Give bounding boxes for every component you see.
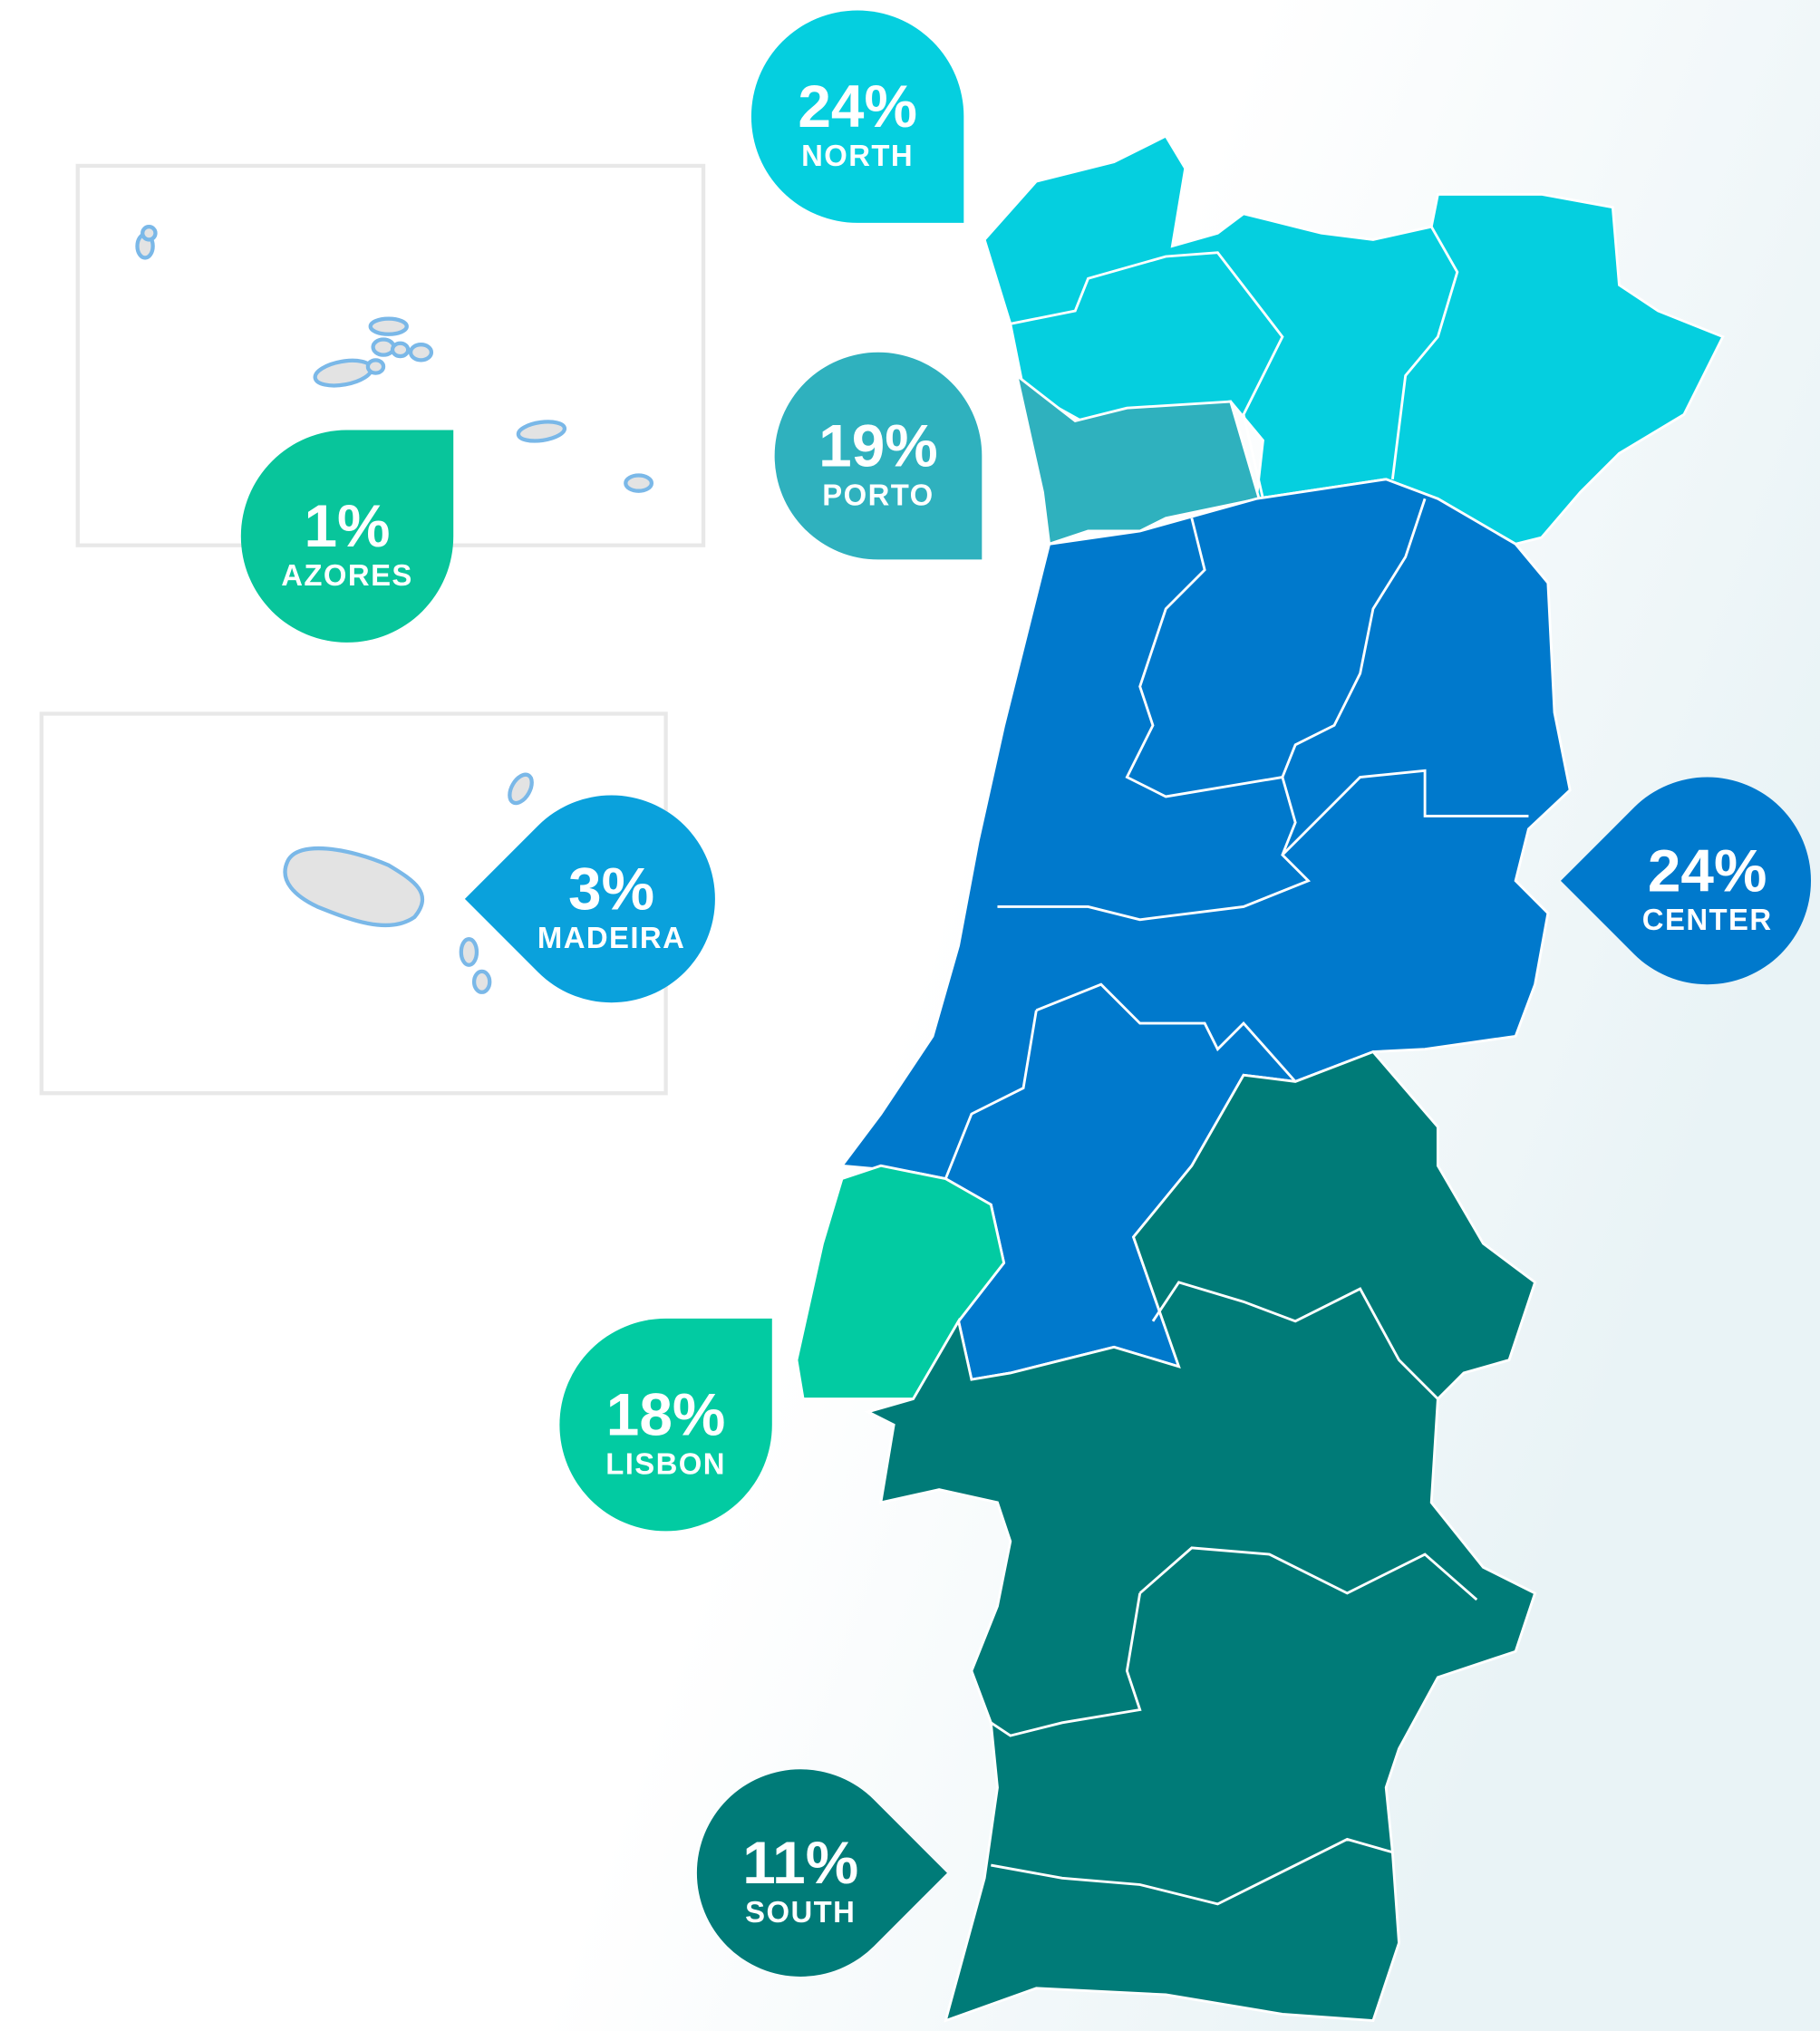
region-percent: 3% [568, 855, 654, 922]
region-name: NORTH [801, 139, 914, 172]
borders [944, 226, 1529, 1906]
region-pin [774, 352, 983, 560]
region-shape [795, 1164, 1006, 1400]
madeira-islands [283, 772, 534, 994]
region-name: PORTO [822, 478, 934, 511]
region-shape [864, 1049, 1537, 2023]
region-name: MADEIRA [537, 921, 685, 954]
region-pin [559, 1318, 772, 1532]
region-shape [1014, 372, 1261, 546]
region-name: CENTER [1642, 903, 1773, 936]
region-percent: 1% [305, 492, 391, 559]
region-pin [240, 430, 454, 643]
region-percent: 24% [1648, 837, 1767, 904]
region-percent: 18% [606, 1381, 726, 1448]
region-name: AZORES [281, 558, 413, 592]
region-pin [696, 1769, 947, 1977]
mainland [795, 134, 1725, 2023]
pins: 24%NORTH19%PORTO1%AZORES3%MADEIRA24%CENT… [240, 10, 1811, 1977]
azores-islands [135, 224, 654, 493]
region-pin [1560, 777, 1811, 985]
region-percent: 19% [818, 412, 938, 479]
region-percent: 11% [742, 1829, 858, 1896]
region-name: SOUTH [745, 1895, 856, 1929]
region-percent: 24% [798, 73, 917, 140]
region-pin [750, 10, 964, 223]
region-name: LISBON [605, 1446, 726, 1480]
region-pin [464, 795, 715, 1003]
region-shape [983, 134, 1725, 546]
